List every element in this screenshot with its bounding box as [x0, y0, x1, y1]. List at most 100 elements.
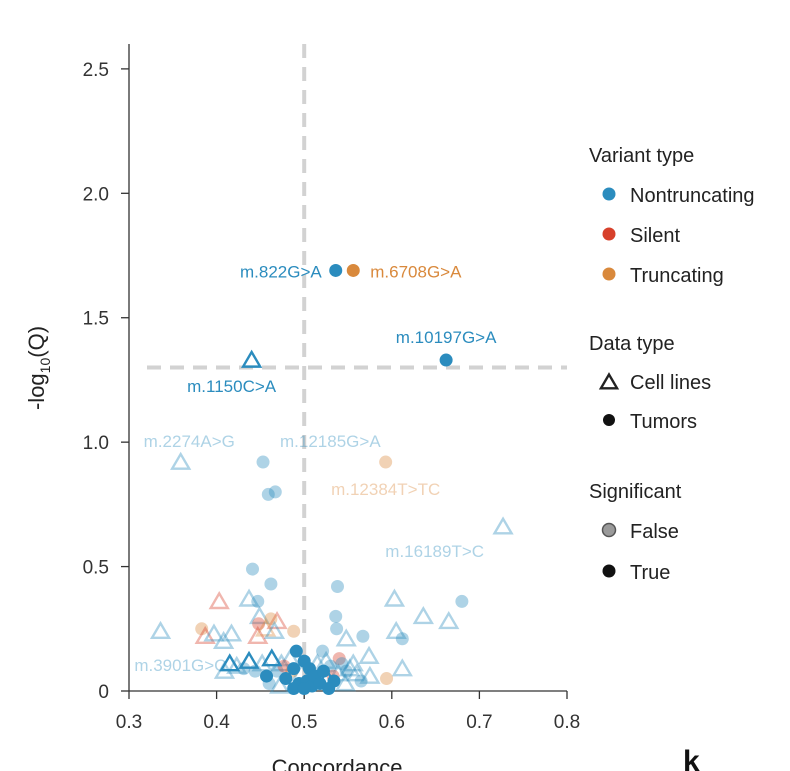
- y-tick-label: 1.5: [83, 309, 109, 330]
- cell-line-point: [383, 588, 406, 607]
- tumor-point: [260, 669, 274, 683]
- cell-line-point: [346, 663, 368, 682]
- cell-line-point: [391, 658, 413, 677]
- legend-title-variant: Variant type: [589, 145, 694, 167]
- point-annotation-label: m.1150C>A: [187, 377, 277, 396]
- y-axis-title-main: -log: [24, 373, 49, 410]
- legend-variant-label: Truncating: [630, 265, 724, 287]
- y-axis-title-tail: (Q): [24, 326, 49, 358]
- y-tick-label: 2.5: [83, 60, 109, 81]
- y-axis-title-subscript: 10: [37, 358, 53, 374]
- legend-false-marker: [601, 522, 617, 538]
- cell-line-point: [203, 623, 225, 642]
- y-axis-title: -log10(Q): [24, 326, 53, 410]
- cell-line-point: [359, 665, 381, 684]
- tumor-point: [287, 662, 301, 676]
- legend-true-marker: [602, 564, 616, 578]
- cell-line-point: [339, 658, 361, 677]
- cell-line-point: [212, 630, 235, 650]
- tumor-point: [287, 682, 301, 696]
- tumor-point: [246, 562, 260, 576]
- tumor-point: [322, 682, 336, 696]
- point-annotation-label: m.822G>A: [240, 262, 322, 281]
- tumor-point: [354, 674, 368, 688]
- cell-line-point: [194, 625, 216, 645]
- x-tick-label: 0.5: [291, 712, 317, 733]
- tumor-point: [455, 594, 469, 608]
- point-annotation-label: m.2274A>G: [144, 432, 235, 451]
- legend-circle-marker: [603, 414, 615, 426]
- tumor-point: [264, 612, 278, 626]
- point-annotation-label: m.10197G>A: [396, 328, 497, 347]
- cell-line-point: [412, 605, 434, 625]
- tumor-point: [329, 263, 343, 277]
- x-tick-label: 0.3: [116, 712, 142, 733]
- point-annotation-label: m.3901G>C: [134, 656, 226, 675]
- axes: 0 0.5 1.0 1.5 2.0 2.5 0.3 0.4 0.5 0.6 0.7 0.8: [83, 44, 580, 733]
- cell-line-point: [266, 610, 288, 630]
- tumor-point: [264, 577, 278, 591]
- cell-line-point: [263, 620, 286, 640]
- tumor-point: [380, 672, 394, 686]
- legend-variant-label: Silent: [630, 225, 680, 247]
- cell-line-point: [492, 516, 514, 535]
- tumor-point: [289, 644, 303, 658]
- legend-significant-label: True: [630, 562, 670, 584]
- data-points: [149, 263, 514, 696]
- cell-line-point: [385, 620, 407, 640]
- cell-line-point: [438, 610, 460, 630]
- tumor-point: [270, 664, 284, 678]
- legend: Variant type Nontruncating Silent Truncatin…: [589, 145, 755, 584]
- tumor-point: [316, 644, 330, 658]
- tumor-point: [329, 609, 343, 623]
- x-tick-label: 0.7: [466, 712, 492, 733]
- legend-data-label: Cell lines: [630, 372, 711, 394]
- tumor-point: [346, 263, 360, 277]
- cell-line-point: [358, 645, 380, 664]
- tumor-point: [251, 594, 265, 608]
- threshold-guides: [147, 44, 567, 691]
- tumor-point: [287, 624, 301, 638]
- cell-line-point: [247, 625, 269, 645]
- x-tick-label: 0.8: [554, 712, 580, 733]
- cell-line-point: [238, 588, 260, 607]
- tumor-point: [335, 657, 349, 671]
- tumor-point: [439, 353, 453, 367]
- legend-variant-label: Nontruncating: [630, 185, 755, 207]
- cell-line-point: [248, 605, 271, 625]
- y-tick-label: 2.0: [83, 184, 109, 205]
- cell-line-point: [220, 623, 243, 642]
- point-annotation-label: m.6708G>A: [370, 262, 462, 281]
- tumor-point: [279, 672, 293, 686]
- cell-line-point: [270, 653, 293, 672]
- y-tick-label: 0: [98, 682, 109, 703]
- cell-line-point: [335, 628, 357, 647]
- panel-letter: k: [683, 745, 700, 771]
- cell-line-point: [261, 648, 283, 667]
- tumor-point: [332, 652, 346, 666]
- legend-significant-label: False: [630, 521, 679, 543]
- tumor-point: [330, 579, 344, 593]
- tumor-point: [252, 617, 266, 631]
- legend-variant-marker: [602, 267, 616, 281]
- cell-line-point: [170, 451, 192, 470]
- cell-line-point: [219, 653, 241, 672]
- x-tick-label: 0.4: [203, 712, 230, 733]
- cell-line-point: [269, 675, 291, 694]
- cell-line-point: [342, 653, 364, 672]
- x-axis-title: Concordance: [272, 755, 403, 771]
- tumor-point: [395, 632, 409, 646]
- tumor-point: [379, 455, 393, 469]
- tumor-point: [261, 487, 275, 501]
- tumor-point: [297, 682, 311, 696]
- tumor-point: [256, 455, 270, 469]
- tumor-point: [195, 622, 209, 636]
- cell-line-point: [251, 653, 273, 672]
- point-annotations: m.822G>A m.6708G>A m.10197G>A m.1150C>A m.22…: [134, 262, 497, 675]
- tumor-point: [268, 485, 282, 499]
- tumor-point: [339, 664, 353, 678]
- legend-title-significant: Significant: [589, 481, 682, 503]
- y-tick-label: 0.5: [83, 558, 109, 579]
- x-tick-label: 0.6: [379, 712, 405, 733]
